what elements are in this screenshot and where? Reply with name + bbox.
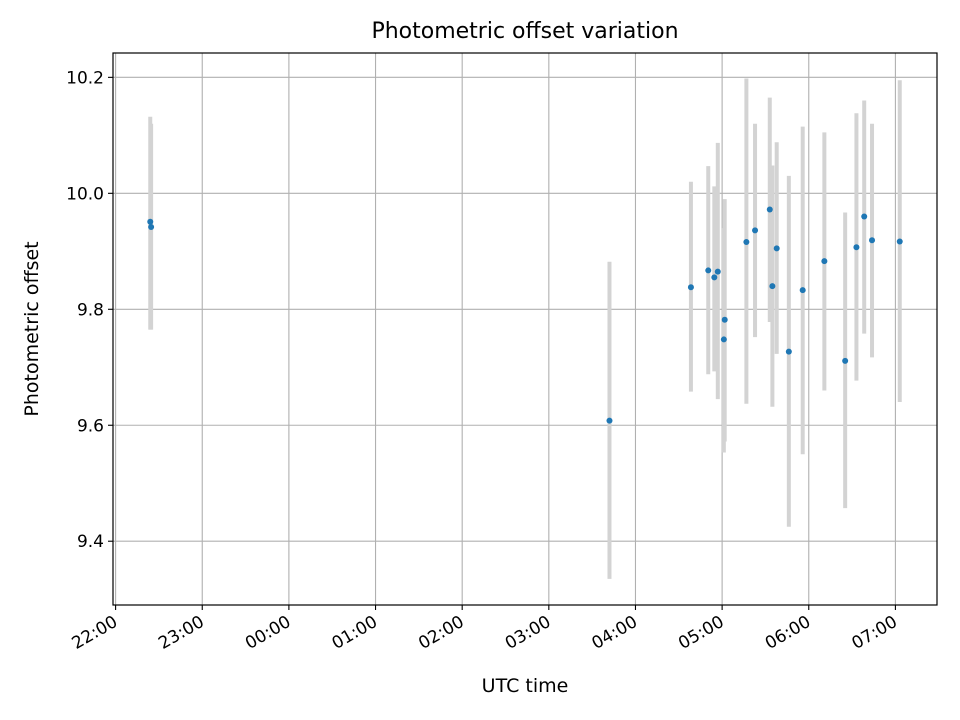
data-point: [861, 213, 868, 220]
data-point: [821, 258, 828, 265]
data-point: [687, 284, 694, 291]
data-point: [869, 237, 876, 244]
data-point: [785, 348, 792, 355]
plot-frame: [112, 52, 938, 606]
y-tick-label: 9.6: [77, 416, 104, 436]
data-point: [705, 267, 712, 274]
y-tick-label: 9.4: [77, 532, 104, 552]
data-point: [721, 316, 728, 323]
data-point: [896, 238, 903, 245]
data-point: [752, 227, 759, 234]
data-point: [743, 239, 750, 246]
data-point: [773, 245, 780, 252]
grid-lines: [113, 53, 937, 605]
data-point: [714, 268, 721, 275]
y-tick-label: 10.2: [66, 68, 104, 88]
data-point: [769, 283, 776, 290]
data-point: [148, 223, 155, 230]
y-axis-ticks: 9.4 9.6 9.8 10.0 10.2: [66, 68, 113, 552]
x-axis-label: UTC time: [482, 675, 569, 697]
data-point: [147, 218, 154, 225]
chart-title: Photometric offset variation: [371, 19, 678, 44]
data-points: [147, 206, 903, 424]
data-point: [606, 417, 613, 424]
y-axis-label: Photometric offset: [21, 241, 43, 416]
data-point: [720, 336, 727, 343]
data-point: [711, 274, 718, 281]
data-point: [766, 206, 773, 213]
y-tick-label: 9.8: [77, 300, 104, 320]
data-point: [799, 287, 806, 294]
data-point: [842, 357, 849, 364]
data-point: [853, 244, 860, 251]
y-tick-label: 10.0: [66, 184, 104, 204]
